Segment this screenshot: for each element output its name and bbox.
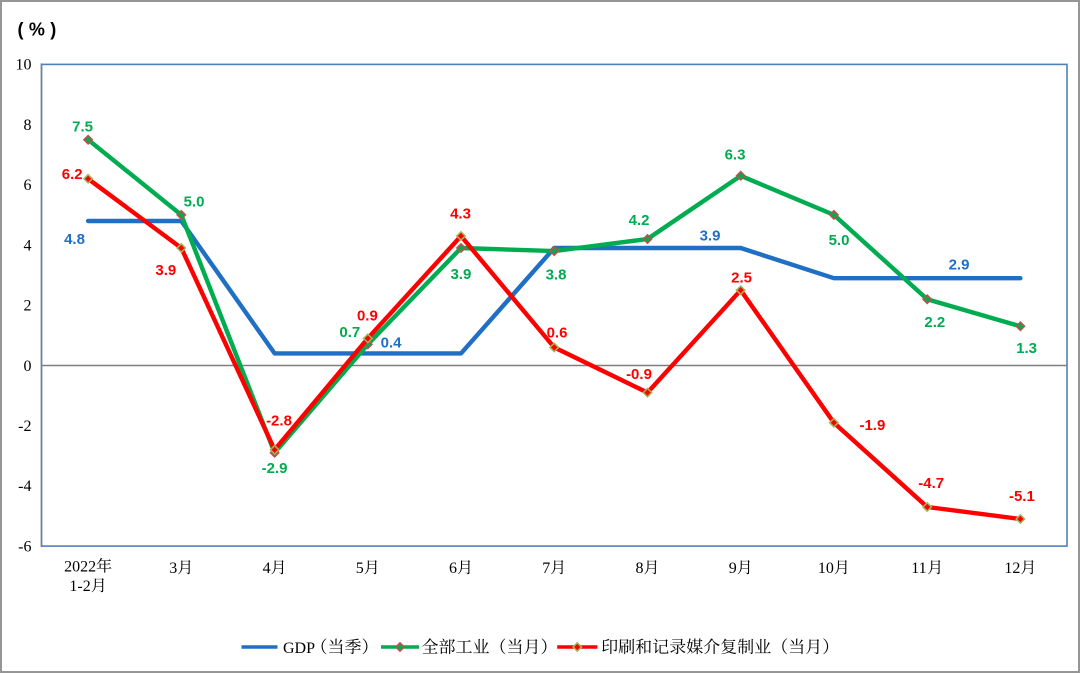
svg-text:0.9: 0.9: [357, 307, 378, 324]
svg-text:2.5: 2.5: [731, 269, 752, 286]
svg-text:11: 11: [911, 560, 926, 577]
svg-text:3.9: 3.9: [155, 262, 176, 279]
svg-text:(%): (%): [18, 20, 62, 40]
svg-text:12: 12: [1004, 560, 1020, 577]
svg-text:4.8: 4.8: [64, 231, 85, 248]
svg-text:1-2: 1-2: [69, 578, 90, 595]
svg-text:4.3: 4.3: [450, 205, 471, 222]
svg-text:7.5: 7.5: [72, 118, 93, 135]
svg-text:4: 4: [24, 237, 32, 254]
svg-text:5: 5: [356, 560, 364, 577]
svg-text:8: 8: [24, 117, 32, 134]
svg-text:10: 10: [818, 560, 834, 577]
svg-text:5.0: 5.0: [829, 232, 850, 249]
svg-text:7: 7: [542, 560, 550, 577]
svg-text:9: 9: [729, 560, 737, 577]
svg-text:0.4: 0.4: [381, 335, 403, 352]
svg-text:0.7: 0.7: [339, 324, 360, 341]
svg-text:1.3: 1.3: [1016, 340, 1037, 357]
svg-text:3: 3: [169, 560, 177, 577]
svg-text:-5.1: -5.1: [1009, 488, 1035, 505]
svg-text:10: 10: [16, 57, 32, 74]
svg-text:3.9: 3.9: [450, 266, 471, 283]
svg-text:6: 6: [24, 177, 32, 194]
svg-text:0: 0: [24, 358, 32, 375]
svg-text:2.2: 2.2: [924, 314, 945, 331]
svg-text:2022: 2022: [64, 559, 96, 576]
svg-text:-0.9: -0.9: [626, 366, 652, 383]
svg-text:3.9: 3.9: [700, 227, 721, 244]
svg-text:2.9: 2.9: [949, 256, 970, 273]
svg-text:6.2: 6.2: [62, 166, 83, 183]
svg-text:-6: -6: [18, 538, 31, 555]
svg-text:GDP: GDP: [283, 640, 315, 657]
svg-text:6: 6: [449, 560, 457, 577]
svg-text:0.6: 0.6: [547, 324, 568, 341]
svg-text:2: 2: [24, 298, 32, 315]
svg-text:3.8: 3.8: [546, 266, 567, 283]
svg-text:-2.8: -2.8: [266, 412, 292, 429]
svg-text:8: 8: [636, 560, 644, 577]
svg-text:4: 4: [263, 560, 271, 577]
svg-text:-2.9: -2.9: [262, 460, 288, 477]
svg-text:4.2: 4.2: [629, 212, 650, 229]
svg-text:6.3: 6.3: [725, 146, 746, 163]
svg-text:-4.7: -4.7: [918, 475, 944, 492]
svg-text:-4: -4: [18, 478, 31, 495]
svg-text:5.0: 5.0: [184, 193, 205, 210]
svg-text:-1.9: -1.9: [859, 417, 885, 434]
svg-text:-2: -2: [18, 418, 31, 435]
